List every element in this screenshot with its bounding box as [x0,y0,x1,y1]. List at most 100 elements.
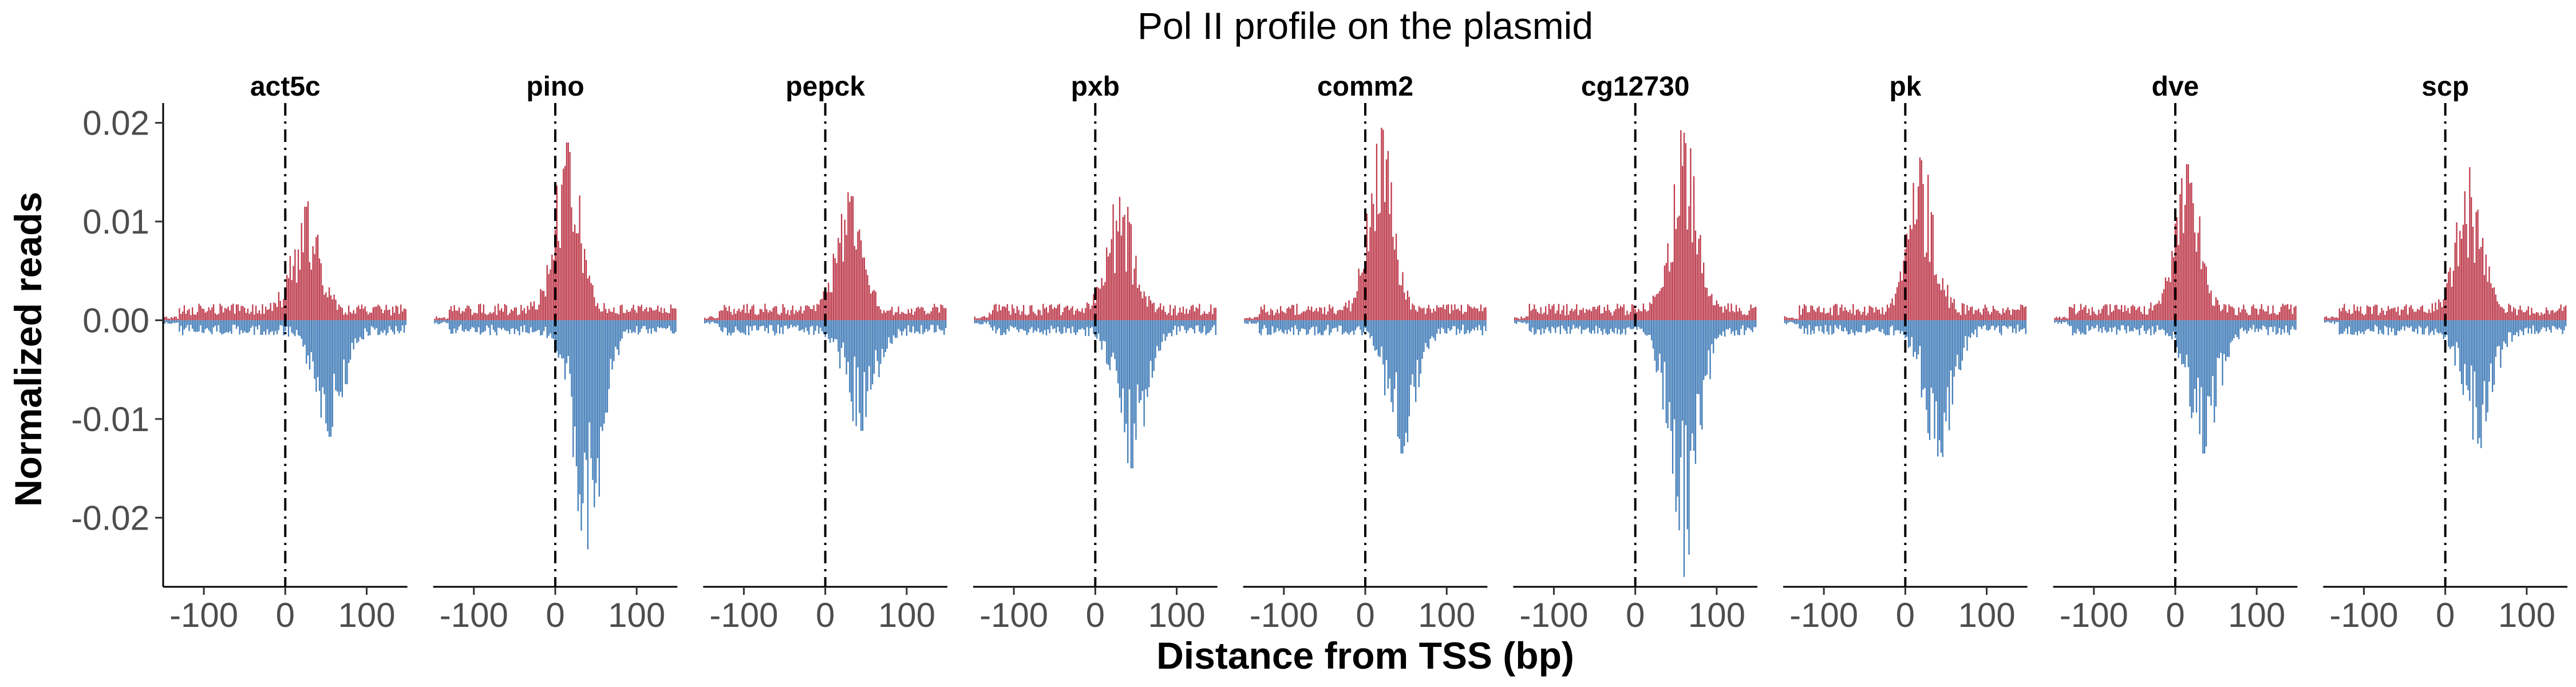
antisense-bar [1880,320,1882,333]
sense-bar [1963,303,1965,321]
sense-bar [268,309,270,321]
y-tick-label: 0.02 [82,104,149,142]
antisense-bar [2495,320,2496,357]
antisense-bar [1054,320,1056,329]
antisense-bar [1398,320,1400,439]
sense-bar [1520,316,1522,321]
antisense-bar [1332,320,1334,329]
sense-bar [2179,194,2181,321]
sense-bar [2448,271,2449,321]
antisense-bar [1260,320,1262,335]
antisense-bar [179,320,180,332]
sense-bar [2261,304,2262,321]
x-tick-label: -100 [1250,596,1318,634]
sense-bar [746,303,748,321]
sense-bar [629,311,631,321]
sense-bar [2145,314,2147,321]
sense-bar [647,311,649,321]
sense-bar [2429,313,2432,321]
antisense-bar [600,320,602,427]
antisense-bar [816,320,818,326]
antisense-bar [2135,320,2137,330]
antisense-bar [301,320,302,339]
antisense-bar [1525,320,1527,325]
antisense-bar [2170,320,2171,336]
antisense-bar [1652,320,1654,349]
sense-bar [652,310,654,321]
sense-bar [333,294,335,321]
antisense-bar [811,320,813,326]
sense-bar [330,295,332,321]
antisense-bar [2018,320,2020,332]
sense-bar [2067,318,2069,321]
antisense-bar [2431,320,2433,331]
sense-bar [2506,311,2508,321]
antisense-bar [1906,320,1908,337]
antisense-bar [2226,320,2229,357]
sense-bar [275,303,276,321]
sense-bar [181,311,184,321]
antisense-bar [2512,320,2515,335]
sense-bar [797,312,799,321]
sense-bar [265,306,267,321]
antisense-bar [1600,320,1602,331]
sense-bar [1935,274,1937,321]
sense-bar [2519,305,2521,321]
sense-bar [1111,239,1112,321]
sense-bar [343,314,345,321]
sense-bar [179,308,180,321]
antisense-bar [730,320,732,335]
sense-bar [2511,311,2513,321]
sense-bar [489,312,491,321]
sense-bar [379,306,381,321]
antisense-bar [1801,320,1804,326]
antisense-bar [1285,320,1286,330]
antisense-bar [904,320,906,329]
antisense-bar [890,320,891,344]
antisense-bar [974,320,975,323]
sense-bar [1143,291,1145,321]
sense-bar [929,313,930,321]
sense-bar [2405,304,2407,321]
sense-bar [805,305,807,321]
sense-bar [1799,305,1800,321]
sense-bar [2217,299,2219,321]
antisense-bar [670,320,672,331]
sense-bar [741,310,743,321]
antisense-bar [1143,320,1145,427]
sense-bar [525,313,527,321]
antisense-bar [234,320,236,325]
sense-bar [2065,318,2067,321]
antisense-bar [2492,320,2494,392]
antisense-bar [2391,320,2392,332]
sense-bar [1428,305,1430,321]
sense-bar [1797,319,1799,321]
sense-bar [1369,227,1371,321]
antisense-bar [1916,320,1918,360]
antisense-bar [2064,320,2065,323]
sense-bar [2459,231,2461,321]
sense-bar [366,311,368,321]
sense-bar [2337,318,2339,321]
sense-bar [1870,306,1872,321]
sense-bar [1682,165,1684,321]
sense-bar [977,318,979,321]
sense-bar [2480,247,2482,321]
sense-bar [520,305,522,321]
antisense-bar [1309,320,1311,330]
sense-bar [1467,304,1469,321]
antisense-bar [792,320,793,327]
sense-bar [1435,311,1436,321]
antisense-bar [872,320,874,385]
antisense-bar [1338,320,1340,326]
sense-bar [1151,303,1153,321]
antisense-bar [546,320,548,338]
sense-bar [2274,313,2275,321]
sense-bar [558,240,559,321]
sense-bar [1138,284,1140,321]
sense-bar [1875,307,1877,321]
antisense-bar [187,320,188,325]
sense-bar [2446,283,2448,321]
sense-bar [440,318,442,321]
sense-bar [2544,313,2546,321]
